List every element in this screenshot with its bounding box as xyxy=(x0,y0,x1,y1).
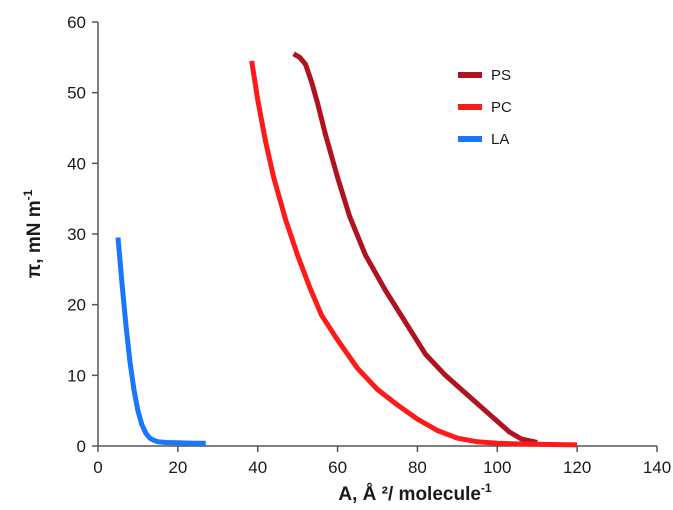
series-line-pc xyxy=(249,60,578,448)
series-layer xyxy=(115,51,578,448)
x-tick-label: 100 xyxy=(483,458,511,477)
y-tick-label: 0 xyxy=(77,437,86,456)
legend-label-ps: PS xyxy=(491,67,511,84)
y-axis-title-text: π, mN m xyxy=(24,200,45,278)
y-tick-label: 10 xyxy=(67,366,86,385)
y-tick-label: 30 xyxy=(67,225,86,244)
x-tick-label: 80 xyxy=(408,458,427,477)
y-tick-label: 40 xyxy=(67,154,86,173)
x-tick-label: 140 xyxy=(643,458,671,477)
axes xyxy=(97,22,657,447)
series-line-la xyxy=(115,237,206,446)
x-tick-label: 120 xyxy=(563,458,591,477)
x-tick-label: 40 xyxy=(248,458,267,477)
y-tick-label: 60 xyxy=(67,13,86,32)
x-tick-label: 60 xyxy=(328,458,347,477)
x-tick-label: 20 xyxy=(168,458,187,477)
y-axis-title-sup: -1 xyxy=(21,189,35,200)
y-tick-label: 50 xyxy=(67,84,86,103)
y-axis-title: π, mN m-1 xyxy=(21,189,45,278)
y-ticks: 0 10 20 30 40 50 60 xyxy=(67,13,98,456)
y-tick-label: 20 xyxy=(67,296,86,315)
x-tick-label: 0 xyxy=(93,458,102,477)
x-ticks: 0 20 40 60 80 100 120 140 xyxy=(93,446,671,477)
series-line-ps xyxy=(292,51,538,445)
legend: PS PC LA xyxy=(458,67,512,148)
x-axis-title-text: A, Å ²/ molecule xyxy=(338,484,481,505)
legend-label-pc: PC xyxy=(491,99,512,116)
legend-label-la: LA xyxy=(491,131,509,148)
x-axis-title: A, Å ²/ molecule-1 xyxy=(338,481,492,505)
x-axis-title-sup: -1 xyxy=(481,481,492,495)
